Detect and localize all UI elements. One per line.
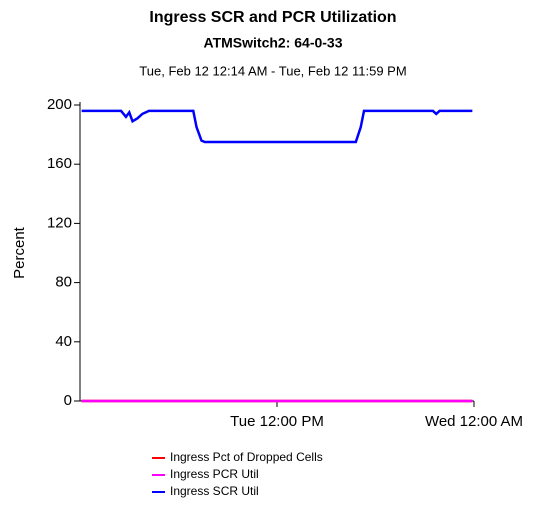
y-tick-label: 0 <box>64 392 72 409</box>
y-axis-label: Percent <box>11 226 28 279</box>
chart-subtitle: ATMSwitch2: 64-0-33 <box>204 35 343 51</box>
legend-label: Ingress SCR Util <box>170 484 259 498</box>
legend-label: Ingress Pct of Dropped Cells <box>170 450 323 464</box>
x-tick-label: Wed 12:00 AM <box>425 413 523 430</box>
y-tick-label: 40 <box>55 333 72 350</box>
y-tick-label: 120 <box>47 214 72 231</box>
series-line <box>81 109 473 144</box>
date-range: Tue, Feb 12 12:14 AM - Tue, Feb 12 11:59… <box>139 63 406 78</box>
chart-title: Ingress SCR and PCR Utilization <box>149 9 396 26</box>
legend-label: Ingress PCR Util <box>170 467 259 481</box>
y-tick-label: 80 <box>55 274 72 291</box>
y-tick-label: 160 <box>47 155 72 172</box>
y-tick-label: 200 <box>47 96 72 113</box>
x-tick-label: Tue 12:00 PM <box>230 413 324 430</box>
